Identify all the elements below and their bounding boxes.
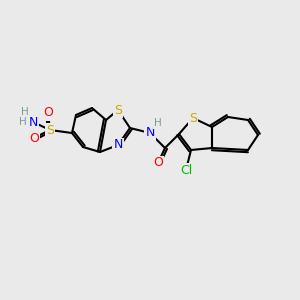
Text: O: O [43,106,53,119]
Text: N: N [28,116,38,128]
Text: S: S [189,112,197,124]
Text: H: H [19,117,27,127]
Text: H: H [154,118,162,128]
Text: H: H [21,107,29,117]
Text: N: N [145,127,155,140]
Text: N: N [113,139,123,152]
Text: O: O [153,157,163,169]
Text: S: S [46,124,54,136]
Text: Cl: Cl [180,164,192,176]
Text: S: S [114,103,122,116]
Text: O: O [29,131,39,145]
